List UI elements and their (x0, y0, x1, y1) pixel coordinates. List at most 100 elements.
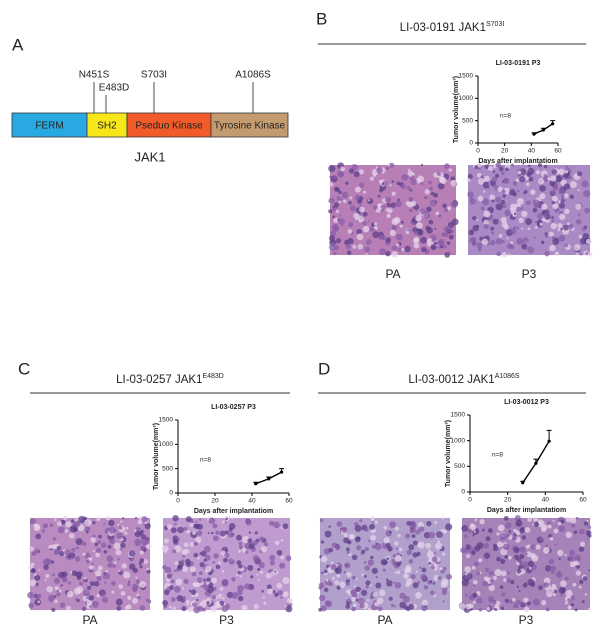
cell (203, 578, 206, 582)
cell (574, 608, 578, 612)
cell (350, 589, 356, 595)
cell (526, 200, 531, 206)
cell (524, 527, 531, 533)
cell (505, 167, 509, 171)
histology-image (466, 162, 593, 258)
cell (333, 217, 339, 223)
cell (356, 545, 362, 551)
cell (521, 561, 529, 569)
cell (361, 573, 364, 577)
cell (330, 561, 334, 565)
cell (376, 167, 383, 174)
point (547, 439, 551, 443)
cell (558, 188, 565, 195)
cell (245, 550, 249, 554)
cell (476, 172, 482, 178)
cell (89, 605, 92, 608)
cell (394, 582, 402, 589)
cell (237, 595, 244, 602)
cell (172, 538, 178, 544)
cell (480, 175, 483, 178)
cell (354, 524, 362, 532)
cell (59, 602, 66, 608)
cell (425, 542, 432, 549)
cell (467, 528, 473, 534)
cell (257, 567, 261, 572)
cell (535, 220, 538, 224)
cell (459, 602, 466, 610)
cell (134, 538, 142, 546)
cell (518, 217, 524, 223)
cell (128, 563, 136, 571)
cell (61, 576, 68, 583)
cell (241, 604, 248, 611)
cell (96, 594, 100, 598)
cell (537, 519, 542, 524)
sample-mutation: A1086S (495, 373, 520, 380)
cell (207, 532, 210, 535)
cell (495, 196, 502, 203)
cell (337, 218, 341, 222)
cell (495, 162, 501, 168)
cell (192, 530, 197, 535)
cell (53, 550, 59, 555)
domain (126, 112, 212, 138)
cell (188, 589, 192, 593)
cell (554, 175, 562, 183)
cell (106, 555, 114, 563)
cell (421, 567, 427, 573)
cell (389, 530, 392, 534)
cell (521, 243, 528, 250)
cell (181, 565, 189, 572)
y-tick-label: 0 (169, 490, 173, 497)
cell (548, 558, 555, 565)
cell (555, 571, 563, 579)
cell (573, 244, 581, 251)
cell (431, 565, 435, 570)
cell (355, 218, 358, 221)
cell (429, 580, 433, 584)
cell (510, 241, 514, 245)
cell (345, 579, 350, 584)
cell (345, 547, 350, 552)
cell (364, 527, 369, 532)
cell (183, 578, 189, 584)
cell (75, 538, 83, 546)
cell (43, 564, 49, 571)
cell (496, 251, 501, 257)
cell (378, 179, 383, 183)
cell (228, 557, 234, 564)
cell (56, 589, 59, 592)
cell (437, 540, 441, 544)
cell (328, 182, 334, 187)
cell (557, 521, 562, 526)
cell (372, 205, 378, 210)
cell (255, 531, 258, 535)
cell (225, 603, 231, 609)
cell (406, 186, 411, 190)
cell (172, 515, 179, 522)
cell (247, 564, 254, 571)
cell (472, 600, 476, 604)
cell (494, 607, 498, 611)
cell (363, 561, 367, 564)
cell (519, 553, 525, 559)
cell (111, 590, 115, 594)
cell (260, 545, 268, 553)
cell (135, 576, 138, 579)
cell (551, 195, 558, 202)
cell (415, 570, 418, 573)
cell (503, 224, 509, 230)
cell (397, 534, 401, 538)
cell (100, 542, 107, 548)
cell (516, 599, 521, 605)
sample-name: LI-03-0191 JAK1 (400, 22, 486, 34)
cell (319, 518, 324, 523)
cell (206, 577, 211, 582)
cell (193, 523, 198, 529)
cell (391, 218, 399, 225)
domain (86, 112, 128, 138)
cell (489, 578, 494, 583)
x-tick-label: 20 (211, 498, 219, 505)
cell (174, 585, 181, 593)
